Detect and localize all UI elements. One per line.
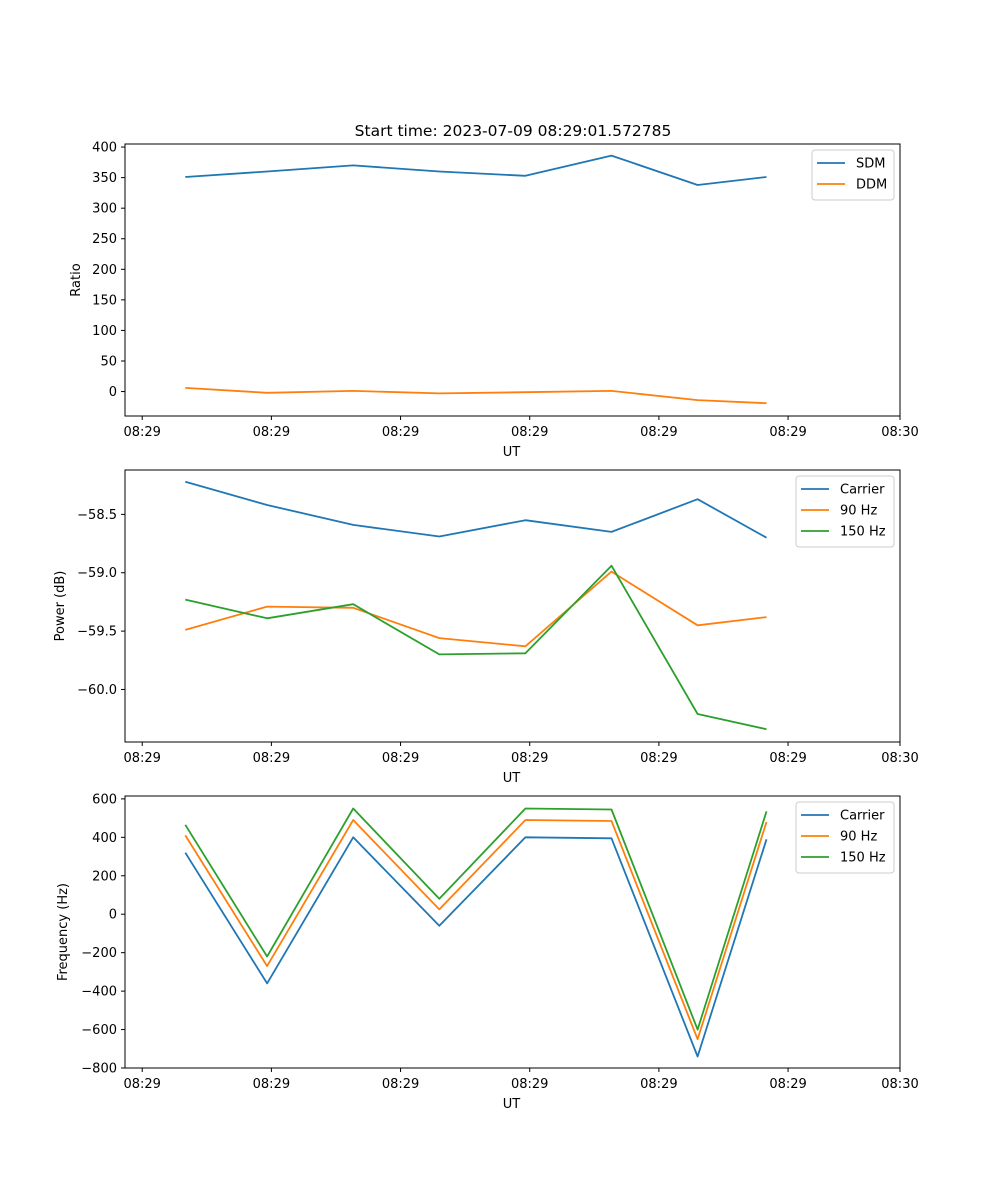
ratio-x-tick-label: 08:30	[881, 425, 918, 440]
frequency-y-tick-label: −200	[81, 946, 117, 961]
power-panel: 08:29 08:29 08:29 08:29 08:29 08:29 08:30 −60.0…	[53, 469, 919, 786]
frequency-y-tick-label: −600	[81, 1023, 117, 1038]
power-legend-label-150-hz: 150 Hz	[840, 525, 886, 540]
ratio-x-tick-label: 08:29	[640, 425, 677, 440]
power-legend-label-90-hz: 90 Hz	[840, 504, 877, 519]
frequency-x-tick-label: 08:29	[382, 1077, 419, 1092]
frequency-x-tick-label: 08:29	[769, 1077, 806, 1092]
power-legend-label-carrier: Carrier	[840, 483, 885, 498]
frequency-legend-label-carrier: Carrier	[840, 809, 885, 824]
power-series-150-hz	[185, 564, 767, 731]
power-series-90-hz	[185, 570, 767, 648]
frequency-legend-box	[795, 801, 895, 874]
frequency-y-tick-label: 200	[92, 869, 117, 884]
ratio-y-tick-label: 200	[92, 263, 117, 278]
ratio-series-ddm	[185, 387, 767, 405]
frequency-y-tick-label: 600	[92, 792, 117, 807]
frequency-series-carrier	[184, 836, 768, 1058]
power-x-tick-label: 08:29	[769, 751, 806, 766]
ratio-y-axis-label: Ratio	[69, 263, 84, 296]
power-x-tick-label: 08:29	[511, 751, 548, 766]
power-axes-frame	[124, 469, 901, 743]
power-x-tick-label: 08:29	[253, 751, 290, 766]
frequency-y-tick-label: 0	[109, 908, 117, 923]
ratio-x-tick-label: 08:29	[769, 425, 806, 440]
frequency-x-tick-label: 08:29	[123, 1077, 160, 1092]
power-y-tick-label: −59.0	[77, 566, 117, 581]
frequency-axes-frame	[124, 795, 901, 1069]
frequency-y-axis-label: Frequency (Hz)	[56, 883, 71, 981]
power-x-tick-label: 08:30	[881, 751, 918, 766]
ratio-legend-label-sdm: SDM	[856, 157, 885, 172]
ratio-legend-label-ddm: DDM	[856, 178, 887, 193]
frequency-x-tick-label: 08:29	[511, 1077, 548, 1092]
power-y-axis-label: Power (dB)	[53, 571, 68, 642]
ratio-axes-frame	[124, 143, 901, 417]
ratio-x-tick-label: 08:29	[511, 425, 548, 440]
frequency-y-tick-label: −800	[81, 1062, 117, 1077]
power-series-carrier	[185, 480, 767, 539]
ratio-y-tick-label: 250	[92, 232, 117, 247]
figure-title: Start time: 2023-07-09 08:29:01.572785	[355, 122, 672, 140]
ratio-y-tick-label: 300	[92, 202, 117, 217]
power-x-tick-label: 08:29	[382, 751, 419, 766]
ratio-panel: 08:29 08:29 08:29 08:29 08:29 08:29 08:30 0 50 10…	[69, 141, 919, 460]
power-x-tick-label: 08:29	[123, 751, 160, 766]
power-legend: Carrier 90 Hz 150 Hz	[795, 475, 895, 548]
power-x-axis-label: UT	[503, 771, 521, 786]
ratio-y-tick-label: 150	[92, 293, 117, 308]
frequency-x-axis-label: UT	[503, 1097, 521, 1112]
ratio-x-axis-label: UT	[503, 445, 521, 460]
ratio-x-tick-label: 08:29	[123, 425, 160, 440]
power-y-tick-label: −58.5	[77, 508, 117, 523]
ratio-x-tick-label: 08:29	[253, 425, 290, 440]
frequency-legend-label-90-hz: 90 Hz	[840, 830, 877, 845]
frequency-series-90-hz	[184, 819, 768, 1041]
ratio-y-tick-label: 50	[100, 354, 117, 369]
ratio-y-tick-label: 350	[92, 171, 117, 186]
frequency-series-150-hz	[184, 807, 768, 1031]
frequency-legend-label-150-hz: 150 Hz	[840, 851, 886, 866]
frequency-x-tick-label: 08:30	[881, 1077, 918, 1092]
ratio-legend: SDM DDM	[811, 149, 895, 201]
frequency-x-tick-label: 08:29	[253, 1077, 290, 1092]
frequency-x-tick-label: 08:29	[640, 1077, 677, 1092]
power-x-tick-label: 08:29	[640, 751, 677, 766]
frequency-y-tick-label: −400	[81, 985, 117, 1000]
power-legend-box	[795, 475, 895, 548]
ratio-y-tick-label: 0	[109, 385, 117, 400]
ratio-y-tick-label: 400	[92, 141, 117, 156]
power-y-tick-label: −59.5	[77, 625, 117, 640]
power-y-tick-label: −60.0	[77, 683, 117, 698]
frequency-legend: Carrier 90 Hz 150 Hz	[795, 801, 895, 874]
ratio-series-sdm	[185, 154, 767, 186]
ratio-x-tick-label: 08:29	[382, 425, 419, 440]
ratio-y-tick-label: 100	[92, 324, 117, 339]
frequency-panel: 08:29 08:29 08:29 08:29 08:29 08:29 08:30 −800 −…	[56, 792, 919, 1112]
frequency-y-tick-label: 400	[92, 831, 117, 846]
